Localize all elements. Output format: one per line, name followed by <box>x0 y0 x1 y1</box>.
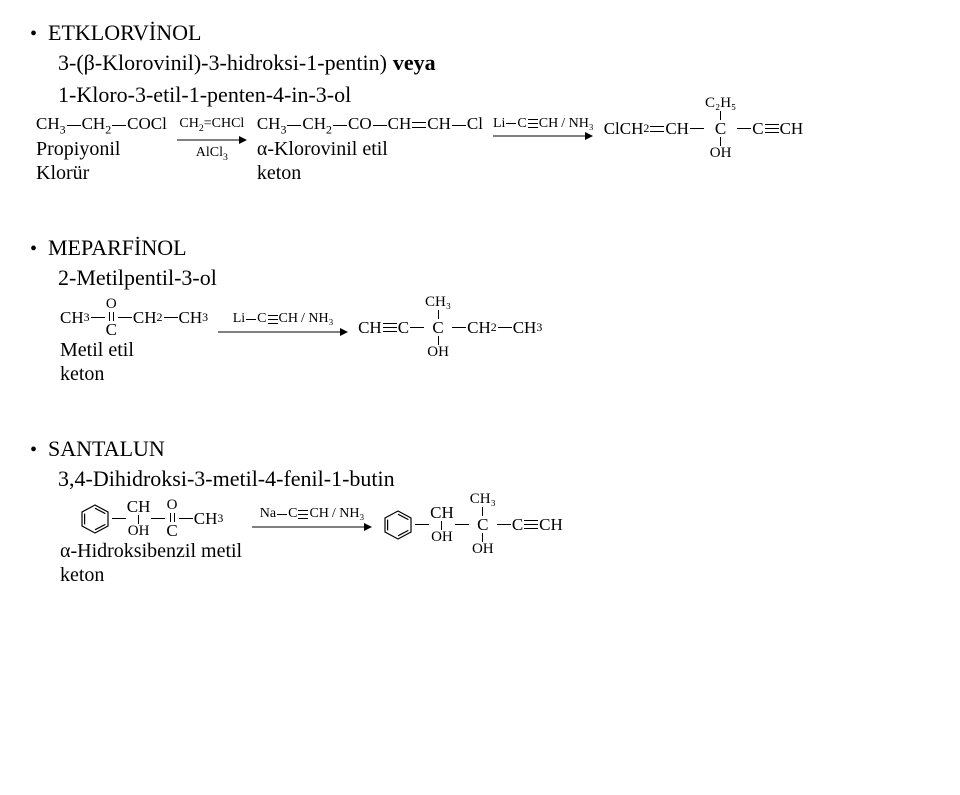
section1-reaction: CH3CH2COCl Propiyonil Klorür CH2=CHCl Al… <box>36 114 930 185</box>
iupac-name-2: 1-Kloro-3-etil-1-penten-4-in-3-ol <box>58 82 351 108</box>
veya-label: veya <box>387 50 436 76</box>
compound-name: ETKLORVİNOL <box>48 20 201 46</box>
product3: CH OH CH₃ C OH CCH <box>382 492 563 557</box>
intermediate-label1: α-Klorovinil etil <box>257 138 388 160</box>
intermediate: CH3CH2COCHCHCl α-Klorovinil etil keton <box>257 114 483 185</box>
section3-reaction: CH OH O C CH3 α-Hidroksibenzil metil ket… <box>60 498 930 587</box>
section2-reaction: CH3 O C CH2CH3 Metil etil keton LiCCH / … <box>60 297 930 386</box>
product-bot: OH <box>710 146 732 161</box>
arrow2-prefix: Li <box>493 116 505 131</box>
arrow2: LiCCH / NH₃ <box>493 116 594 141</box>
reagent2-label1: Metil etil <box>60 339 134 361</box>
reagent2: CH3 O C CH2CH3 Metil etil keton <box>60 297 208 386</box>
product3-oh1: OH <box>431 530 453 545</box>
product2: CHC CH₃ C OH CH2CH3 <box>358 295 542 360</box>
product1: ClCH2CH C₂H₅ C OH CCH <box>604 96 804 161</box>
arrow3-suffix: / NH₃ <box>298 311 334 326</box>
section3-subtitle: 3,4-Dihidroksi-3-metil-4-fenil-1-butin <box>58 466 930 492</box>
reagent1-label2: Klorür <box>36 162 89 184</box>
product2-top: CH₃ <box>425 295 451 310</box>
intermediate-label2: keton <box>257 162 301 184</box>
product2-bot: OH <box>427 345 449 360</box>
product3-top: CH₃ <box>470 492 496 507</box>
bullet: • <box>30 238 48 261</box>
section2-subtitle: 2-Metilpentil-3-ol <box>58 265 930 291</box>
reagent2-label2: keton <box>60 363 104 385</box>
arrow4: NaCCH / NH₃ <box>252 506 372 531</box>
iupac-name3: 3,4-Dihidroksi-3-metil-4-fenil-1-butin <box>58 466 395 492</box>
section1-subtitle1: 3-(β-Klorovinil)-3-hidroksi-1-pentin) ve… <box>58 50 930 76</box>
bullet: • <box>30 23 48 46</box>
product3-oh2: OH <box>472 542 494 557</box>
arrow4-suffix: / NH₃ <box>329 506 365 521</box>
section3-header: • SANTALUN <box>30 436 930 462</box>
arrow2-suffix: / NH₃ <box>558 116 594 131</box>
iupac-name2: 2-Metilpentil-3-ol <box>58 265 217 291</box>
section2-header: • MEPARFİNOL <box>30 235 930 261</box>
arrow3-prefix: Li <box>233 311 245 326</box>
arrow3: LiCCH / NH₃ <box>218 311 348 336</box>
reagent3-label2: keton <box>60 564 104 586</box>
product-top: C₂H₅ <box>705 96 736 111</box>
iupac-name-1: 3-(β-Klorovinil)-3-hidroksi-1-pentin) <box>58 50 387 76</box>
arrow4-prefix: Na <box>260 506 276 521</box>
section1-header: • ETKLORVİNOL <box>30 20 930 46</box>
reagent3-label1: α-Hidroksibenzil metil <box>60 540 242 562</box>
compound-name3: SANTALUN <box>48 436 165 462</box>
bullet: • <box>30 439 48 462</box>
compound-name2: MEPARFİNOL <box>48 235 187 261</box>
reagent1: CH3CH2COCl Propiyonil Klorür <box>36 114 167 185</box>
reagent1-label1: Propiyonil <box>36 138 120 160</box>
arrow1: CH2=CHCl AlCl3 <box>177 116 247 163</box>
reagent3: CH OH O C CH3 α-Hidroksibenzil metil ket… <box>60 498 242 587</box>
